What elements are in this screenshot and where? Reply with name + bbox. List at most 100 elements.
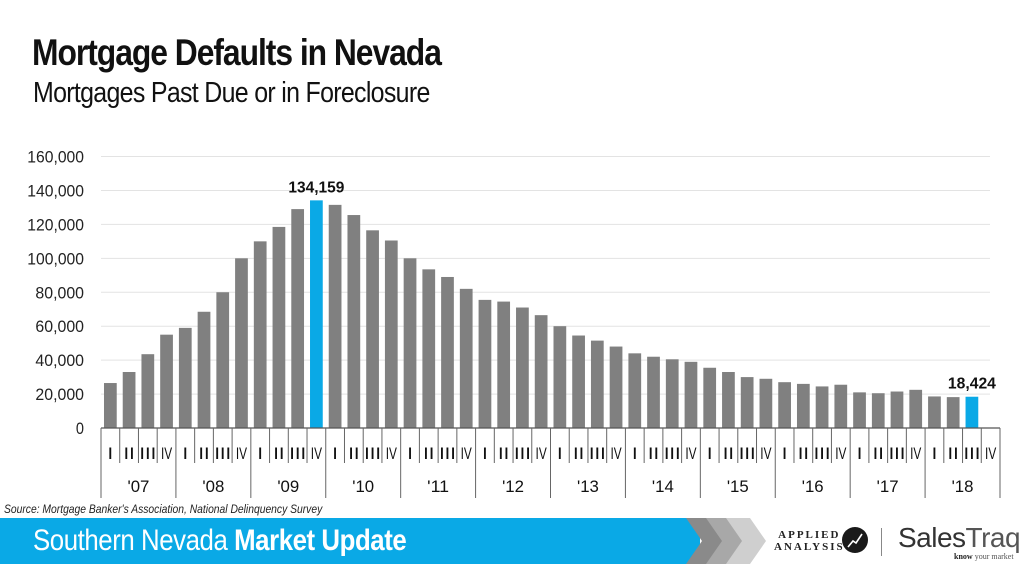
bar	[965, 396, 979, 428]
year-label: '13	[577, 477, 599, 496]
quarter-label: II	[723, 444, 734, 463]
applied-logo-line1: APPLIED	[778, 529, 841, 541]
quarter-label: III	[214, 444, 231, 463]
bar	[253, 241, 267, 428]
bar	[384, 240, 398, 428]
quarter-label: II	[123, 444, 134, 463]
year-label: '17	[877, 477, 899, 496]
quarter-label: IV	[386, 444, 398, 463]
year-label: '07	[128, 477, 150, 496]
bar	[703, 367, 717, 428]
quarter-label: IV	[760, 444, 772, 463]
quarter-label: III	[439, 444, 456, 463]
quarter-label: III	[814, 444, 831, 463]
quarter-label: II	[648, 444, 659, 463]
quarter-label: IV	[461, 444, 473, 463]
bar	[516, 307, 529, 428]
year-label: '18	[952, 477, 974, 496]
quarter-label: III	[589, 444, 606, 463]
year-label: '14	[652, 477, 674, 496]
quarter-label: IV	[910, 444, 922, 463]
bar	[459, 288, 473, 428]
year-label: '11	[427, 477, 449, 496]
bar	[272, 226, 286, 428]
quarter-label: I	[632, 444, 638, 463]
bar	[160, 334, 173, 428]
quarter-label: II	[498, 444, 509, 463]
quarter-label: II	[348, 444, 359, 463]
bar	[815, 386, 829, 428]
tagline-bold: know	[954, 552, 973, 561]
quarter-label: II	[798, 444, 809, 463]
quarter-label: III	[964, 444, 981, 463]
quarter-label: II	[423, 444, 434, 463]
bar	[310, 200, 323, 428]
quarter-label: III	[889, 444, 906, 463]
y-tick-label: 40,000	[35, 351, 84, 370]
quarter-label: III	[514, 444, 531, 463]
quarter-label: I	[782, 444, 788, 463]
quarter-label: II	[273, 444, 284, 463]
bar	[609, 346, 623, 428]
page-title: Mortgage Defaults in Nevada	[32, 32, 442, 73]
banner-title: Southern Nevada Market Update	[33, 524, 407, 557]
bar	[103, 383, 117, 428]
quarter-label: III	[139, 444, 156, 463]
logo-divider	[881, 528, 882, 556]
year-label: '12	[502, 477, 524, 496]
data-label: 134,159	[288, 179, 344, 196]
quarter-label: I	[857, 444, 863, 463]
quarter-label: IV	[161, 444, 173, 463]
bar	[796, 383, 810, 428]
bar	[403, 258, 417, 428]
quarter-label: I	[557, 444, 563, 463]
quarter-label: III	[289, 444, 306, 463]
quarter-label: I	[707, 444, 713, 463]
quarter-label: I	[257, 444, 263, 463]
bar	[834, 384, 848, 428]
quarter-label: I	[332, 444, 338, 463]
salestraq-logo-sales: Sales	[898, 522, 966, 553]
bar	[122, 372, 136, 428]
bar	[478, 299, 492, 428]
bar	[235, 258, 248, 428]
quarter-label: IV	[610, 444, 622, 463]
y-tick-label: 140,000	[27, 181, 84, 200]
bar	[497, 301, 511, 428]
footer-bar: Southern Nevada Market Update APPLIED AN…	[0, 518, 1024, 564]
quarter-label: I	[482, 444, 488, 463]
market-update-banner: Southern Nevada Market Update	[0, 518, 700, 564]
bar	[141, 354, 155, 428]
bar	[928, 396, 941, 428]
bar	[178, 327, 192, 428]
bar	[553, 326, 567, 428]
bar-chart: 0 20,000 40,000 60,000 80,000 100,000 120,000 1…	[27, 148, 1001, 498]
y-tick-label: 160,000	[27, 148, 84, 167]
y-tick-label: 0	[76, 419, 84, 438]
banner-title-bold: Market Update	[234, 524, 407, 557]
quarter-label: II	[873, 444, 884, 463]
source-note: Source: Mortgage Banker's Association, N…	[4, 502, 323, 516]
salestraq-tagline: know your market	[954, 552, 1014, 561]
page-subtitle: Mortgages Past Due or in Foreclosure	[33, 77, 430, 109]
year-label: '08	[202, 477, 224, 496]
bar	[909, 389, 923, 428]
bar	[572, 335, 585, 428]
bar	[740, 377, 754, 428]
data-label: 18,424	[948, 376, 996, 393]
bar	[366, 230, 379, 428]
year-label: '09	[277, 477, 299, 496]
bar	[291, 209, 305, 428]
quarter-label: II	[198, 444, 209, 463]
year-label: '16	[802, 477, 824, 496]
y-tick-label: 120,000	[27, 215, 84, 234]
bar	[722, 372, 735, 428]
quarter-label: I	[932, 444, 938, 463]
quarter-label: I	[182, 444, 188, 463]
bar	[628, 353, 642, 428]
salestraq-logo-traq: Traq	[965, 522, 1021, 553]
bar	[328, 204, 342, 428]
quarter-label: II	[948, 444, 959, 463]
quarter-label: IV	[985, 444, 997, 463]
quarter-label: I	[407, 444, 413, 463]
